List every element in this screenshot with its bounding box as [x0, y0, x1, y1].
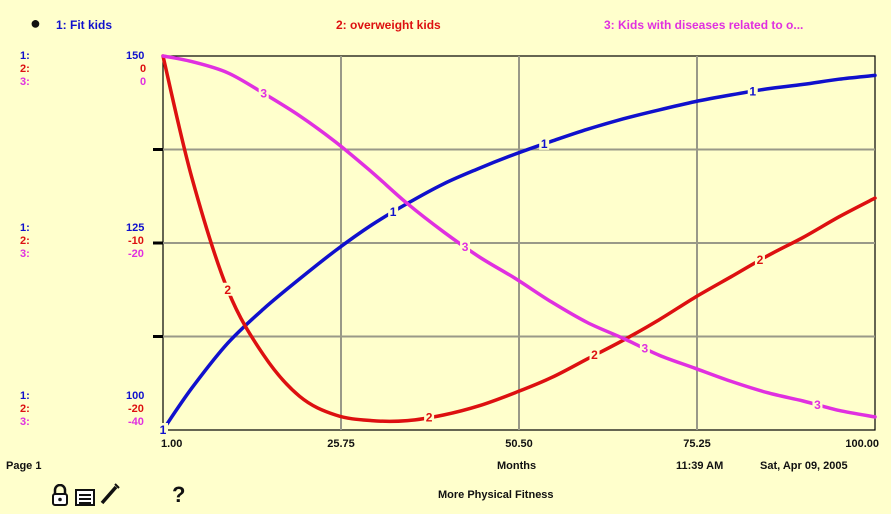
scale-bot-v3: -40 — [128, 416, 144, 428]
series-marker-bg — [222, 282, 233, 296]
series-marker-bg — [812, 397, 823, 411]
series-marker-bg — [747, 84, 758, 98]
x-tick-label: 100.00 — [845, 438, 879, 450]
series-marker-3: 3 — [642, 341, 649, 355]
scale-top-s1: 1: — [20, 50, 30, 62]
scale-mid-v2: -10 — [128, 235, 144, 247]
help-icon[interactable]: ? — [172, 482, 186, 507]
scale-mid-s1: 1: — [20, 222, 30, 234]
pin-icon[interactable]: ● — [30, 13, 41, 33]
scale-bot-v2: -20 — [128, 403, 144, 415]
scale-mid-v3: -20 — [128, 248, 144, 260]
scale-mid-s2: 2: — [20, 235, 30, 247]
series-marker-bg — [388, 205, 399, 219]
page-label: Page 1 — [6, 460, 42, 472]
series-marker-bg — [639, 341, 650, 355]
series-marker-bg — [539, 136, 550, 150]
pencil-icon[interactable] — [98, 482, 120, 506]
x-tick-label: 50.50 — [505, 438, 533, 450]
x-tick-label: 1.00 — [161, 438, 182, 450]
series-marker-bg — [589, 348, 600, 362]
x-tick-label: 25.75 — [327, 438, 355, 450]
scale-top-s2: 2: — [20, 63, 30, 75]
series-marker-3: 3 — [462, 240, 469, 254]
list-icon[interactable] — [74, 486, 96, 506]
legend-series-3: 3: Kids with diseases related to o... — [604, 18, 804, 32]
series-marker-2: 2 — [224, 283, 231, 297]
series-marker-3: 3 — [814, 398, 821, 412]
series-marker-2: 2 — [757, 253, 764, 267]
series-line-2 — [161, 54, 877, 424]
series-marker-2: 2 — [426, 410, 433, 424]
legend-series-2: 2: overweight kids — [336, 18, 441, 32]
model-title: More Physical Fitness — [438, 489, 554, 501]
series-marker-bg — [158, 423, 168, 436]
series-marker-1: 1 — [749, 84, 756, 98]
scale-bot-s1: 1: — [20, 390, 30, 402]
series-marker-3: 3 — [260, 86, 267, 100]
x-tick-label: 75.25 — [683, 438, 711, 450]
series-marker-bg — [460, 239, 471, 253]
legend-series-1: 1: Fit kids — [56, 18, 113, 32]
series-marker-2: 2 — [591, 348, 598, 362]
series-line-3 — [161, 54, 877, 419]
scale-mid-v1: 125 — [126, 222, 145, 234]
scale-top-v1: 150 — [126, 50, 145, 62]
x-axis-label: Months — [497, 460, 537, 472]
series-marker-1: 1 — [160, 423, 167, 437]
series-marker-1: 1 — [541, 137, 548, 151]
scale-bot-s3: 3: — [20, 416, 30, 428]
lock-icon[interactable] — [52, 484, 68, 506]
scale-bot-s2: 2: — [20, 403, 30, 415]
scale-top-v3: 0 — [140, 76, 147, 88]
series-marker-bg — [258, 86, 269, 100]
scale-top-s3: 3: — [20, 76, 30, 88]
scale-bot-v1: 100 — [126, 390, 145, 402]
scale-mid-s3: 3: — [20, 248, 30, 260]
timestamp-time: 11:39 AM — [676, 460, 724, 472]
timestamp-date: Sat, Apr 09, 2005 — [760, 460, 848, 472]
series-marker-bg — [424, 410, 435, 424]
series-marker-bg — [754, 253, 765, 267]
series-marker-1: 1 — [390, 205, 397, 219]
scale-top-v2: 0 — [140, 63, 147, 75]
